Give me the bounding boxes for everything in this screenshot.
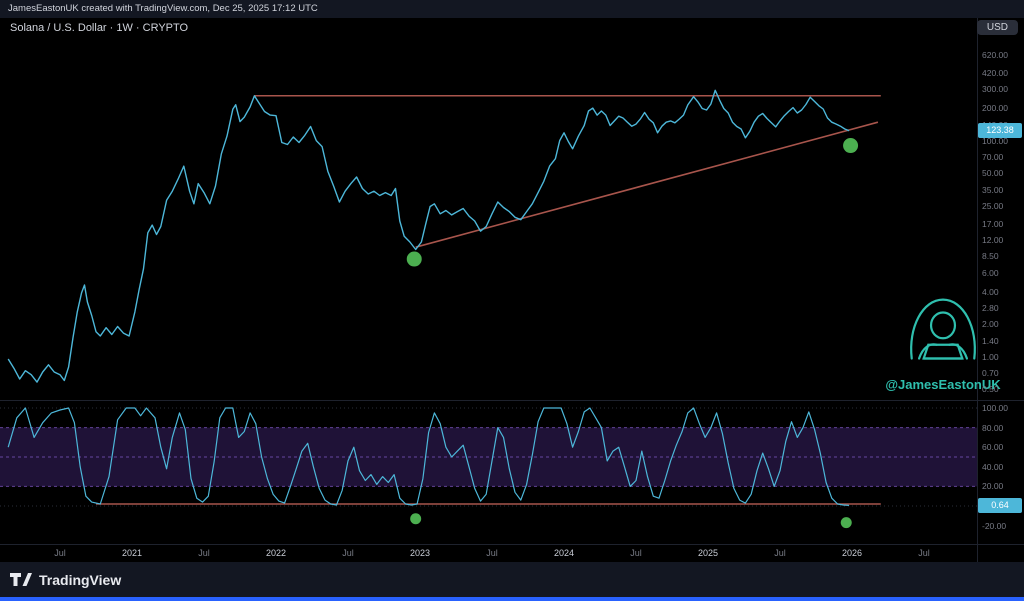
ascending-support-trendline[interactable] <box>415 121 879 248</box>
watermark: @JamesEastonUK <box>884 290 1002 392</box>
oscillator-line <box>7 407 850 506</box>
price-scale-divider <box>977 18 978 562</box>
price-signal-dot[interactable] <box>406 251 422 267</box>
footer-bar: TradingView <box>0 562 1024 597</box>
footer-accent-bar <box>0 597 1024 601</box>
watermark-handle: @JamesEastonUK <box>885 377 1001 392</box>
panel-divider[interactable] <box>0 400 1024 401</box>
price-signal-dot[interactable] <box>843 138 859 154</box>
attribution-bar: JamesEastonUK created with TradingView.c… <box>0 0 1024 18</box>
attribution-text: JamesEastonUK created with TradingView.c… <box>8 3 318 14</box>
hacker-watermark-icon <box>910 298 976 360</box>
tradingview-wordmark[interactable]: TradingView <box>39 571 122 588</box>
symbol-title: Solana / U.S. Dollar · 1W · CRYPTO <box>10 22 189 34</box>
price-line <box>7 89 850 383</box>
last-price-badge: 123.38 <box>978 123 1022 139</box>
tradingview-logo-icon[interactable] <box>10 572 32 587</box>
oscillator-signal-dot[interactable] <box>840 517 852 529</box>
oscillator-signal-dot[interactable] <box>410 513 422 525</box>
time-axis-divider <box>0 544 1024 545</box>
currency-toggle-button[interactable]: USD <box>976 20 1018 35</box>
oscillator-value-badge: 0.64 <box>978 497 1022 513</box>
